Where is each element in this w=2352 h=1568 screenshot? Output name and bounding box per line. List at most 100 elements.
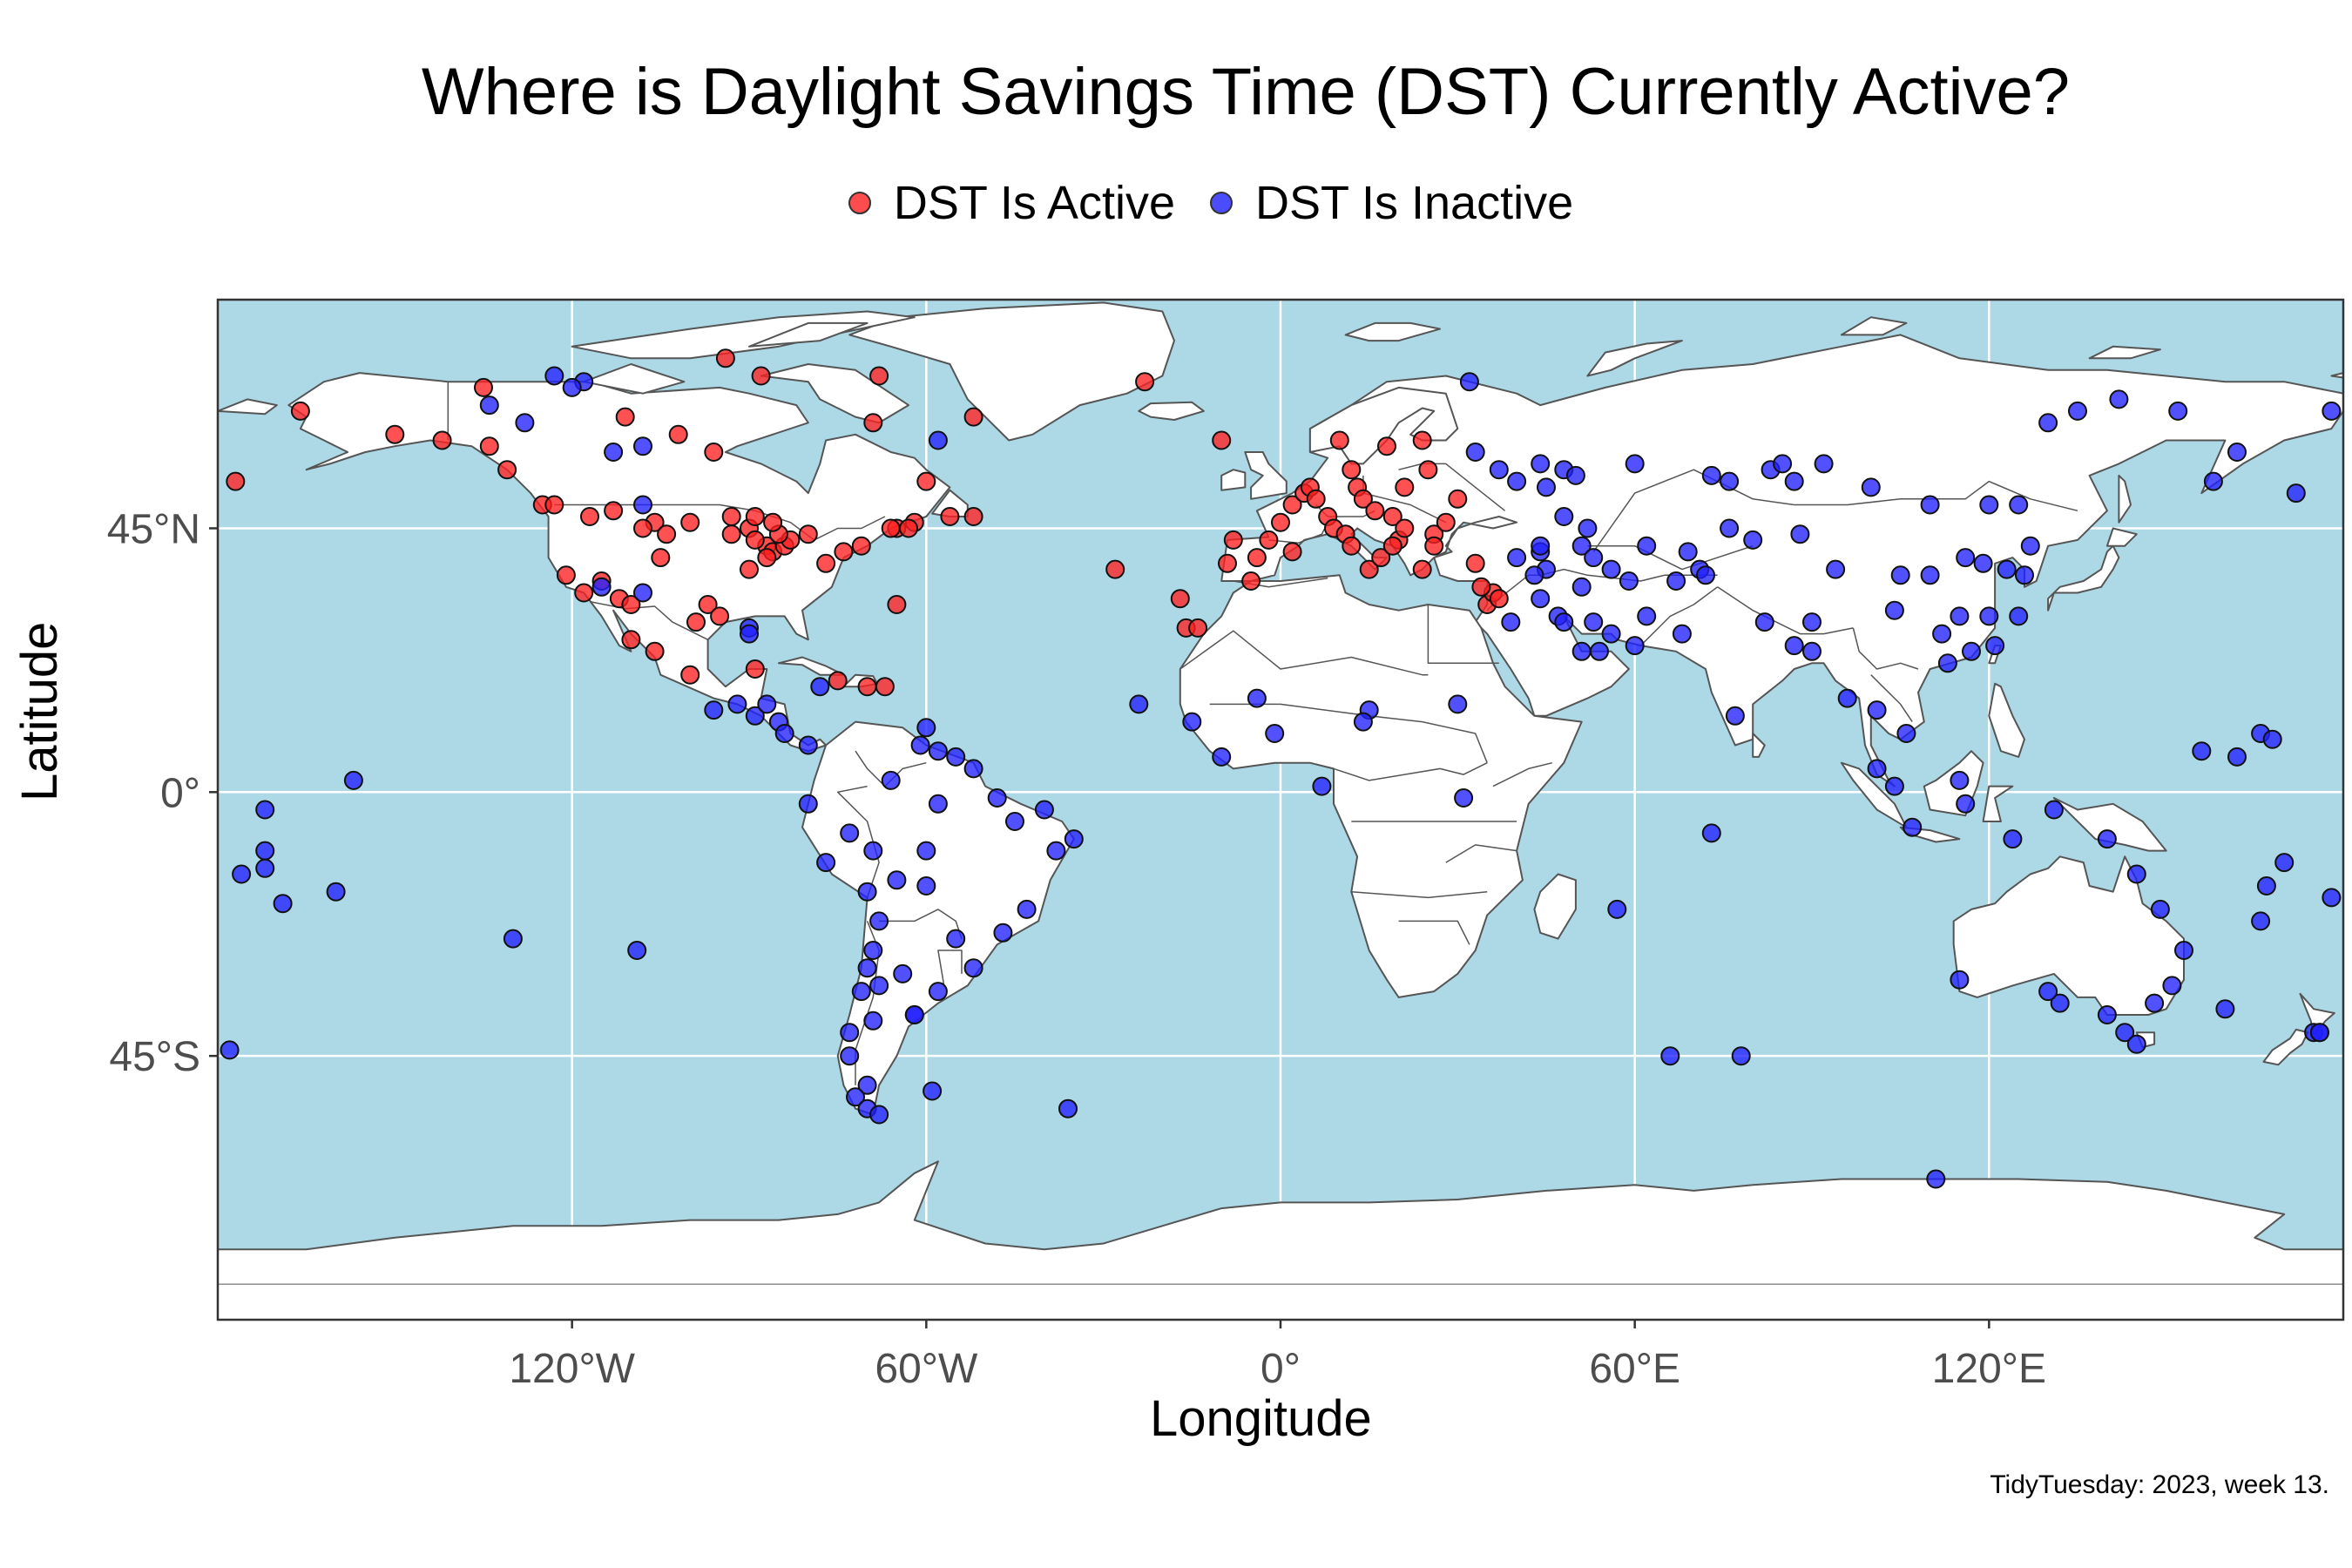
city-point — [1950, 606, 1970, 626]
city-point — [940, 507, 960, 526]
land-east-tip — [218, 398, 278, 416]
city-point — [1382, 507, 1402, 526]
city-point — [1773, 454, 1793, 474]
city-point — [1701, 823, 1721, 843]
city-point — [651, 548, 671, 568]
city-point — [1861, 477, 1881, 497]
city-point — [851, 536, 871, 556]
city-point — [840, 1046, 860, 1066]
legend-label-active: DST Is Active — [893, 177, 1175, 229]
city-point — [869, 366, 889, 386]
city-point — [1342, 536, 1362, 556]
country-border — [1333, 762, 1488, 781]
city-point — [1459, 372, 1479, 392]
city-point — [1890, 565, 1910, 585]
land-greenland — [848, 301, 1175, 442]
y-tick-label: 0° — [160, 770, 200, 816]
city-point — [757, 694, 777, 714]
city-point — [1937, 653, 1957, 673]
city-point — [2174, 941, 2193, 960]
caption: TidyTuesday: 2023, week 13. — [1990, 1470, 2329, 1499]
city-point — [840, 823, 860, 843]
city-point — [1282, 542, 1302, 562]
city-point — [432, 430, 452, 450]
land-madagascar — [1533, 873, 1577, 940]
series-dst-inactive — [220, 366, 2342, 1189]
x-tick-label: 120°E — [1932, 1346, 2046, 1392]
city-point — [910, 735, 930, 755]
city-point — [1696, 565, 1715, 585]
x-tick-label: 0° — [1260, 1346, 1301, 1392]
city-point — [1867, 700, 1887, 720]
city-point — [869, 911, 889, 931]
city-point — [1436, 512, 1456, 532]
city-point — [1637, 536, 1657, 556]
city-point — [916, 841, 936, 861]
city-point — [1578, 518, 1598, 538]
land-novaya-zemlya — [1586, 340, 1683, 377]
country-border — [1492, 761, 1552, 787]
city-point — [1672, 624, 1692, 644]
city-point — [1218, 553, 1237, 573]
y-tick-label: 45°N — [107, 506, 200, 552]
land-uk — [1244, 451, 1288, 500]
city-point — [1395, 518, 1415, 538]
city-point — [863, 1010, 883, 1031]
legend: DST Is Active DST Is Inactive — [35, 176, 2352, 230]
city-point — [863, 841, 883, 861]
city-point — [1188, 618, 1208, 638]
city-point — [1058, 1098, 1078, 1119]
city-point — [1979, 495, 1999, 515]
city-point — [385, 424, 405, 444]
city-point — [1259, 530, 1279, 550]
city-point — [633, 436, 652, 456]
series-dst-active — [226, 348, 1509, 697]
land-sulawesi — [1982, 785, 2014, 822]
country-border — [1587, 544, 1754, 571]
city-point — [2050, 993, 2070, 1013]
x-tick-label: 120°W — [509, 1346, 635, 1392]
city-point — [963, 507, 983, 526]
city-point — [290, 401, 310, 421]
city-point — [1584, 612, 1604, 632]
land-hokkaido — [2105, 527, 2138, 547]
city-point — [798, 794, 818, 814]
land-svalbard — [1344, 321, 1441, 342]
country-border — [1870, 674, 1913, 723]
city-point — [1212, 747, 1232, 767]
city-point — [1956, 794, 1976, 814]
city-point — [881, 770, 901, 790]
city-point — [1454, 788, 1474, 808]
city-point — [273, 894, 293, 914]
city-point — [1531, 589, 1551, 609]
city-point — [1271, 512, 1290, 532]
city-point — [2145, 993, 2165, 1013]
city-point — [680, 665, 700, 685]
city-point — [1956, 548, 1976, 568]
city-point — [1342, 460, 1362, 480]
city-point — [1182, 712, 1202, 732]
city-point — [255, 800, 275, 820]
city-point — [544, 366, 564, 386]
city-point — [1554, 507, 1574, 526]
country-border — [836, 785, 880, 898]
city-point — [1353, 712, 1373, 732]
city-point — [1223, 530, 1243, 550]
city-point — [1359, 559, 1379, 579]
city-point — [1590, 641, 1609, 661]
city-point — [2286, 483, 2306, 504]
legend-label-inactive: DST Is Inactive — [1254, 177, 1574, 229]
map-title: Where is Daylight Savings Time (DST) Cur… — [421, 55, 2071, 129]
city-point — [916, 718, 936, 738]
city-point — [1720, 471, 1740, 491]
city-point — [2126, 864, 2146, 884]
country-border — [1427, 605, 1499, 665]
x-tick-label: 60°W — [875, 1346, 978, 1392]
city-point — [562, 377, 582, 397]
city-point — [1867, 759, 1887, 779]
city-point — [2227, 443, 2247, 462]
city-point — [875, 677, 895, 697]
land-new-guinea — [2052, 797, 2167, 852]
land-victoria-isle — [583, 363, 686, 395]
city-point — [1571, 641, 1592, 661]
